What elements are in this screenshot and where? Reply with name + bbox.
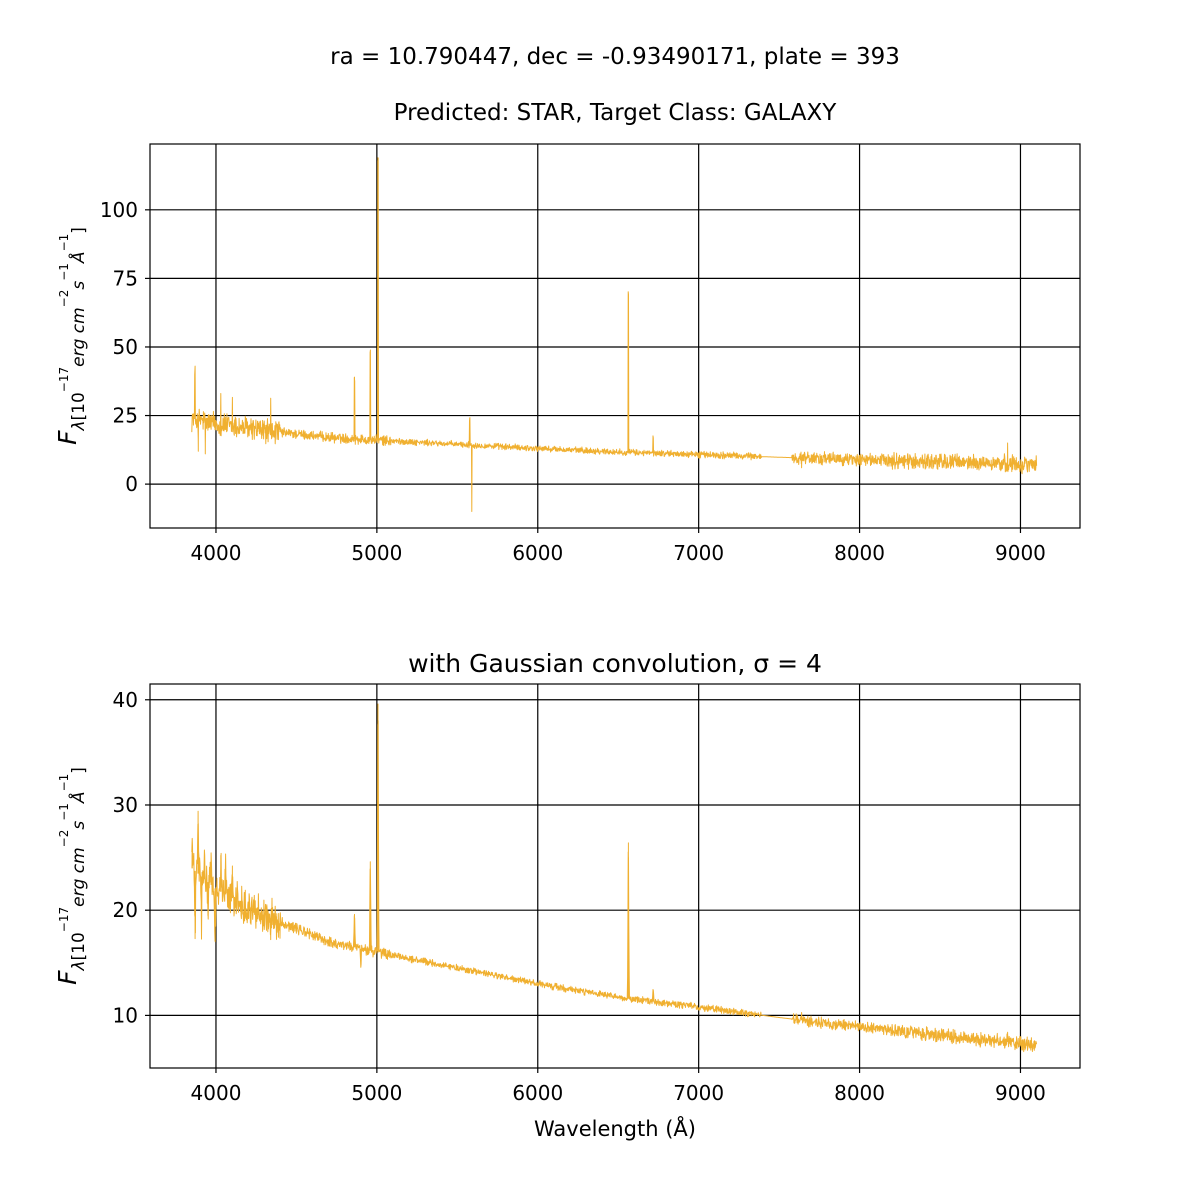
x-tick-label: 5000 bbox=[351, 1081, 402, 1105]
x-tick-label: 5000 bbox=[351, 541, 402, 565]
axes-frame bbox=[149, 143, 1081, 529]
raw-spectrum-panel: 4000 5000 6000 7000 8000 9000 0 25 50 75 100 Fλ[10−… bbox=[53, 143, 1081, 565]
smoothed-spectrum-panel: 4000 5000 6000 7000 8000 9000 10 20 30 40 with Gau… bbox=[53, 649, 1081, 1141]
x-tick-label: 6000 bbox=[512, 1081, 563, 1105]
spectrum-line bbox=[191, 157, 1038, 512]
x-tick-label: 8000 bbox=[834, 1081, 885, 1105]
y-tick-label: 50 bbox=[113, 335, 138, 359]
y-tick-label: 30 bbox=[113, 793, 138, 817]
y-tick-label: 20 bbox=[113, 898, 138, 922]
y-tick-label: 0 bbox=[125, 472, 138, 496]
axes-title: with Gaussian convolution, σ = 4 bbox=[408, 649, 822, 678]
spectrum-line bbox=[191, 703, 1038, 1053]
axes-frame bbox=[149, 683, 1081, 1069]
y-tick-label: 75 bbox=[113, 266, 138, 290]
x-tick-label: 7000 bbox=[673, 1081, 724, 1105]
x-tick-label: 8000 bbox=[834, 541, 885, 565]
y-tick-label: 10 bbox=[113, 1003, 138, 1027]
x-tick-label: 4000 bbox=[191, 1081, 242, 1105]
x-tick-label: 7000 bbox=[673, 541, 724, 565]
y-axis-label: Fλ[10−17erg cm−2s−1Å−1] bbox=[53, 227, 89, 445]
y-tick-label: 25 bbox=[113, 404, 138, 428]
y-tick-label: 40 bbox=[113, 688, 138, 712]
y-tick-label: 100 bbox=[100, 198, 138, 222]
x-axis-label: Wavelength (Å) bbox=[534, 1115, 696, 1141]
x-tick-label: 9000 bbox=[995, 1081, 1046, 1105]
x-tick-label: 4000 bbox=[191, 541, 242, 565]
y-axis-label: Fλ[10−17erg cm−2s−1Å−1] bbox=[53, 767, 89, 985]
figure-title-coordinates: ra = 10.790447, dec = -0.93490171, plate… bbox=[330, 44, 900, 70]
x-tick-label: 9000 bbox=[995, 541, 1046, 565]
x-tick-label: 6000 bbox=[512, 541, 563, 565]
figure-title-classification: Predicted: STAR, Target Class: GALAXY bbox=[393, 100, 837, 126]
